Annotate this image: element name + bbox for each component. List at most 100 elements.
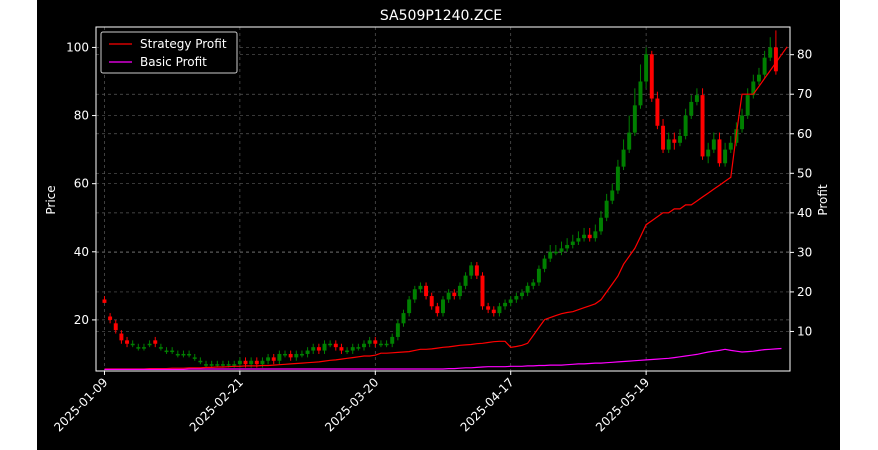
candle-body bbox=[328, 343, 333, 346]
y-tick-label-right: 70 bbox=[797, 87, 812, 101]
candle-body bbox=[141, 347, 146, 349]
x-tick-label: 2025-02-21 bbox=[187, 375, 246, 434]
candle-body bbox=[333, 343, 338, 348]
candle-body bbox=[463, 275, 468, 286]
x-tick-label: 2025-05-19 bbox=[593, 375, 652, 434]
candle-body bbox=[260, 360, 265, 365]
y-tick-label-left: 20 bbox=[74, 313, 89, 327]
y-axis-left-label: Price bbox=[44, 185, 58, 214]
candle-body bbox=[548, 251, 553, 259]
candle-body bbox=[751, 81, 756, 96]
candle-body bbox=[627, 132, 632, 150]
legend: Strategy Profit Basic Profit bbox=[100, 31, 238, 74]
candle-body bbox=[480, 275, 485, 307]
candle-body bbox=[384, 343, 389, 346]
candle-body bbox=[711, 139, 716, 150]
candle-body bbox=[593, 231, 598, 239]
candle-body bbox=[582, 234, 587, 239]
candle-body bbox=[514, 296, 519, 300]
candle-body bbox=[723, 149, 728, 164]
candle-body bbox=[187, 353, 192, 356]
candle-body bbox=[390, 336, 395, 344]
y-tick-label-right: 20 bbox=[797, 285, 812, 299]
candle-body bbox=[576, 238, 581, 242]
candle-body bbox=[531, 282, 536, 286]
y-tick-label-left: 100 bbox=[66, 40, 89, 54]
candle-body bbox=[401, 313, 406, 324]
candle-body bbox=[418, 285, 423, 290]
candle-body bbox=[728, 142, 733, 150]
candle-body bbox=[339, 347, 344, 351]
candle-body bbox=[570, 241, 575, 245]
candle-body bbox=[130, 343, 135, 346]
legend-label-basic: Basic Profit bbox=[140, 55, 207, 69]
candle-body bbox=[164, 350, 169, 353]
candle-body bbox=[632, 105, 637, 133]
candle-body bbox=[119, 333, 124, 341]
candle-body bbox=[717, 139, 722, 164]
candle-body bbox=[136, 347, 141, 349]
candle-body bbox=[638, 81, 643, 106]
x-tick-label: 2025-01-09 bbox=[51, 375, 110, 434]
candle-body bbox=[170, 350, 175, 353]
y-tick-label-right: 50 bbox=[797, 166, 812, 180]
y-tick-label-left: 80 bbox=[74, 109, 89, 123]
candle-body bbox=[350, 347, 355, 351]
candle-body bbox=[147, 343, 152, 346]
candle-body bbox=[740, 115, 745, 130]
x-tick-label: 2025-04-17 bbox=[458, 375, 517, 434]
candle-body bbox=[599, 217, 603, 232]
price-profit-chart: SA509P1240.ZCE 20 40 60 80 100 10 20 30 40 50 60 70… bbox=[44, 8, 830, 434]
candle-body bbox=[768, 47, 773, 58]
candle-body bbox=[542, 258, 547, 269]
candle-body bbox=[520, 292, 524, 297]
candle-body bbox=[672, 139, 677, 143]
candle-body bbox=[649, 54, 654, 99]
y-tick-label-right: 40 bbox=[797, 206, 812, 220]
profit-lines bbox=[104, 46, 788, 370]
candlesticks bbox=[102, 30, 778, 368]
candle-body bbox=[429, 296, 434, 307]
strategy-profit-line bbox=[104, 46, 788, 370]
candle-body bbox=[378, 343, 383, 346]
candle-body bbox=[299, 353, 304, 356]
candle-body bbox=[232, 364, 237, 366]
candle-body bbox=[508, 299, 513, 303]
y-tick-label-right: 80 bbox=[797, 48, 812, 62]
plot-frame bbox=[95, 26, 791, 372]
candle-body bbox=[525, 285, 530, 293]
candle-body bbox=[683, 115, 688, 136]
candle-body bbox=[283, 353, 287, 356]
candle-body bbox=[435, 306, 440, 314]
candle-body bbox=[655, 98, 660, 126]
candle-body bbox=[587, 234, 592, 239]
candle-body bbox=[345, 350, 350, 353]
candle-body bbox=[559, 248, 564, 252]
candle-body bbox=[773, 47, 778, 72]
legend-box bbox=[100, 31, 238, 74]
candle-body bbox=[452, 292, 457, 297]
candle-body bbox=[469, 265, 474, 276]
candle-body bbox=[254, 360, 259, 365]
candle-body bbox=[412, 289, 417, 300]
candle-body bbox=[407, 299, 412, 314]
y-tick-label-right: 30 bbox=[797, 245, 812, 259]
candle-body bbox=[446, 292, 451, 300]
candle-body bbox=[666, 139, 671, 150]
candle-body bbox=[604, 200, 609, 218]
candle-body bbox=[474, 265, 479, 276]
candle-body bbox=[457, 285, 462, 297]
candle-body bbox=[689, 101, 694, 116]
candle-body bbox=[198, 360, 203, 363]
candle-body bbox=[362, 343, 366, 348]
candle-body bbox=[108, 316, 113, 320]
candle-body bbox=[311, 347, 316, 351]
chart-title: SA509P1240.ZCE bbox=[380, 8, 502, 24]
candle-body bbox=[271, 357, 276, 361]
candle-body bbox=[266, 357, 271, 361]
chart-figure: SA509P1240.ZCE 20 40 60 80 100 10 20 30 40 50 60 70… bbox=[37, 0, 840, 450]
candle-body bbox=[486, 306, 491, 310]
candle-body bbox=[175, 353, 180, 356]
basic-profit-line bbox=[104, 347, 782, 370]
